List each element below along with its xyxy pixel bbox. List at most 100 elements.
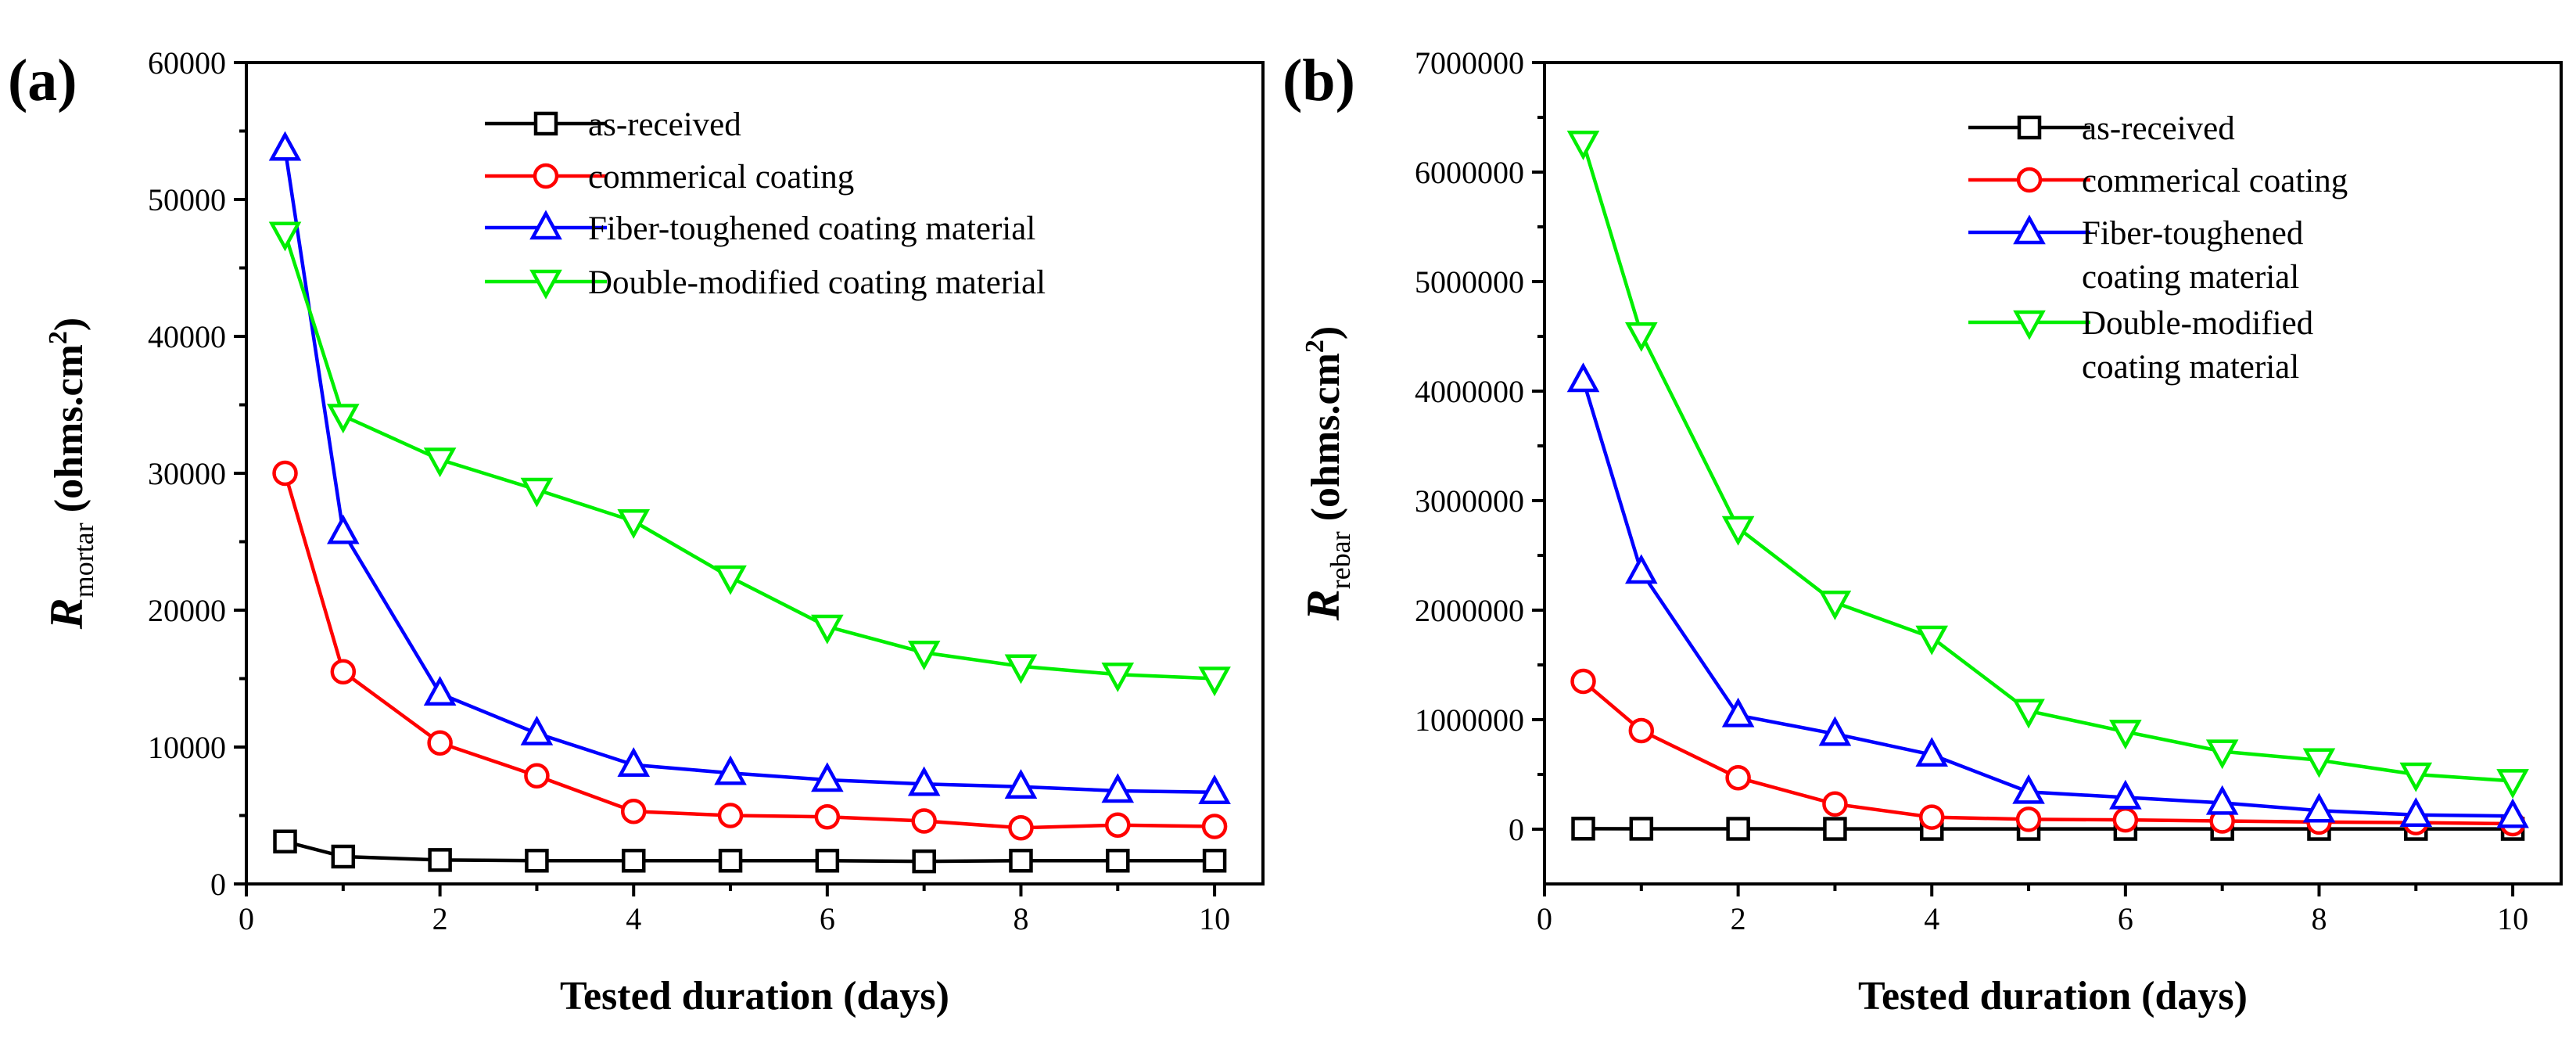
data-point	[717, 803, 744, 828]
legend-item: commerical coating	[485, 159, 854, 196]
data-point	[520, 477, 554, 508]
legend-item: as-received	[485, 106, 741, 143]
y-tick-label: 60000	[148, 45, 226, 81]
legend-marker	[533, 111, 558, 136]
data-point	[907, 641, 941, 670]
data-point	[714, 565, 747, 595]
data-point	[428, 848, 452, 872]
data-point	[2109, 720, 2142, 750]
legend-item: Double-modified coating material	[1968, 305, 2313, 386]
data-point	[1628, 717, 1655, 744]
legend-marker	[2013, 310, 2046, 340]
data-point	[1625, 554, 1658, 584]
data-point	[2496, 798, 2529, 828]
x-tick-label: 10	[2497, 901, 2528, 936]
data-point	[2302, 748, 2336, 778]
data-point	[1721, 697, 1755, 727]
data-point	[268, 221, 302, 252]
legend-item: Fiber-toughened coating material	[1968, 214, 2303, 296]
data-point	[2205, 785, 2239, 815]
y-tick-label: 7000000	[1415, 45, 1524, 81]
x-axis-title-a: Tested duration (days)	[560, 974, 949, 1018]
x-tick-label: 8	[2311, 901, 2327, 936]
data-point	[1721, 516, 1755, 546]
data-point	[1625, 322, 1658, 352]
series-line	[1581, 379, 2513, 818]
data-point	[1822, 791, 1848, 817]
data-point	[2012, 699, 2045, 729]
data-point	[2112, 807, 2139, 833]
data-point	[2399, 762, 2433, 792]
data-point	[1918, 804, 1945, 830]
data-point	[2496, 769, 2529, 799]
series-as-received-a	[273, 829, 1227, 874]
legend-marker	[533, 163, 559, 189]
data-point	[1201, 814, 1228, 839]
data-point	[911, 808, 937, 834]
x-tick-label: 4	[1924, 901, 1939, 936]
data-point	[525, 849, 549, 873]
data-point	[1629, 817, 1654, 841]
panel-b: 0 2 4 6 8 10 0 1000000 2000000 3000000 4000000 5000…	[1283, 45, 2563, 1018]
legend-marker	[529, 210, 562, 240]
panel-label-b: (b)	[1283, 48, 1355, 113]
legend-item: as-received	[1968, 110, 2235, 147]
y-tick-label: 50000	[148, 182, 226, 217]
y-tick-label: 3000000	[1415, 483, 1524, 519]
data-point	[273, 829, 297, 853]
legend-marker	[529, 269, 562, 300]
data-point	[1004, 769, 1038, 799]
y-tick-label: 4000000	[1415, 374, 1524, 409]
data-point	[1818, 716, 1852, 746]
data-point	[1823, 817, 1847, 841]
data-point	[714, 755, 747, 785]
series-commercial-b	[1570, 668, 2526, 837]
data-point	[1105, 812, 1131, 838]
data-point	[718, 849, 743, 873]
legend-label: Fiber-toughened coating material	[2082, 215, 2303, 296]
data-point	[907, 766, 941, 796]
y-tick-label: 1000000	[1415, 702, 1524, 738]
data-point	[2205, 739, 2239, 770]
data-point	[331, 844, 356, 869]
data-point	[1008, 815, 1034, 841]
x-tick-label: 0	[239, 901, 254, 936]
plot-frame-b	[1543, 61, 2563, 886]
data-point	[423, 676, 457, 706]
data-point	[1726, 817, 1750, 841]
y-tick-label: 20000	[148, 593, 226, 628]
data-point	[1101, 773, 1135, 803]
data-point	[1004, 654, 1038, 684]
panel-a: 0 2 4 6 8 10 0 10000 20000 30000 40000 50000 60000 (a…	[8, 45, 1265, 1018]
series-fiber-b	[1566, 362, 2529, 828]
x-tick-label: 2	[432, 901, 448, 936]
data-point	[1818, 590, 1852, 620]
data-point	[814, 804, 841, 830]
data-point	[617, 747, 651, 777]
legend-item: Fiber-toughened coating material	[485, 210, 1035, 247]
data-point	[1571, 817, 1595, 841]
y-tick-label: 2000000	[1415, 593, 1524, 628]
legend-marker	[2013, 214, 2046, 245]
data-point	[1915, 625, 1949, 656]
legend-a: as-received commerical coating Fiber-tough…	[485, 106, 1046, 301]
x-tick-label: 6	[820, 901, 835, 936]
legend-marker	[2016, 167, 2043, 193]
data-point	[327, 514, 360, 544]
y-tick-label: 40000	[148, 319, 226, 354]
series-line	[1582, 680, 2513, 826]
series-line	[1581, 142, 2513, 783]
data-point	[2399, 797, 2433, 828]
panel-label-a: (a)	[8, 48, 77, 113]
legend-label: commerical coating	[2082, 163, 2348, 199]
data-point	[272, 460, 298, 487]
y-tick-label: 30000	[148, 456, 226, 491]
data-point	[423, 447, 457, 478]
data-point	[1198, 774, 1231, 804]
x-tick-label: 0	[1537, 901, 1552, 936]
legend-label: Double-modified coating material	[588, 264, 1046, 301]
legend-label: commerical coating	[588, 159, 854, 196]
data-point	[912, 849, 936, 874]
y-tick-label: 0	[210, 867, 226, 902]
